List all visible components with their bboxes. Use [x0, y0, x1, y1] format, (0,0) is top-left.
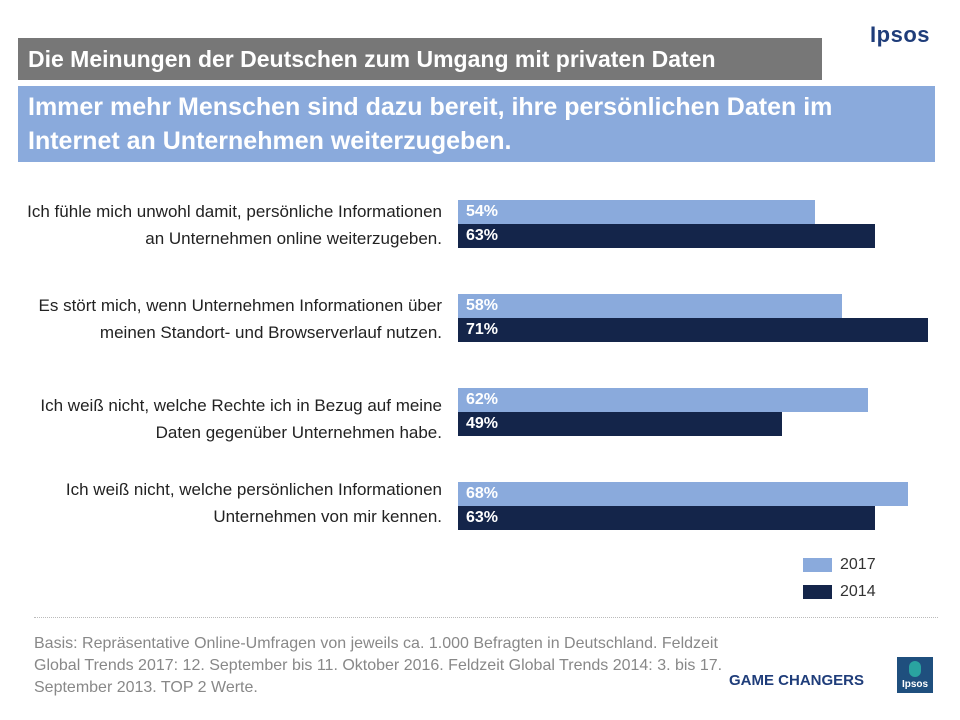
- bar-2014-4: 63%: [458, 506, 875, 530]
- category-label: Ich weiß nicht, welche Rechte ich in Bez…: [40, 396, 442, 442]
- legend-swatch-2014: [803, 584, 832, 599]
- logo-text: Ipsos: [901, 679, 929, 690]
- bar-value-label: 63%: [466, 227, 499, 244]
- bar-2014-1: 63%: [458, 224, 875, 248]
- page-title: Die Meinungen der Deutschen zum Umgang m…: [18, 38, 822, 80]
- category-label: Ich fühle mich unwohl damit, persönliche…: [27, 202, 442, 248]
- legend-item-2017: 2017: [803, 555, 876, 575]
- legend-swatch-2017: [803, 557, 832, 572]
- legend-label: 2014: [840, 583, 876, 600]
- brand-logo-text: Ipsos: [870, 22, 930, 47]
- category-label: Ich weiß nicht, welche persönlichen Info…: [65, 480, 442, 526]
- ipsos-logo: Ipsos: [897, 657, 933, 693]
- bar-2017-2: 58%: [458, 294, 842, 318]
- bar-value-label: 58%: [466, 297, 499, 314]
- bar-value-label: 54%: [466, 203, 499, 220]
- tagline: GAME CHANGERS: [729, 672, 865, 689]
- logo-mark-icon: [909, 661, 921, 677]
- legend-label: 2017: [840, 556, 876, 573]
- bar-2017-1: 54%: [458, 200, 815, 224]
- footer-divider: [34, 617, 938, 618]
- category-label: Es stört mich, wenn Unternehmen Informat…: [38, 296, 442, 342]
- bar-value-label: 62%: [466, 391, 499, 408]
- legend-item-2014: 2014: [803, 582, 876, 602]
- bar-2017-4: 68%: [458, 482, 908, 506]
- bar-2017-3: 62%: [458, 388, 868, 412]
- bar-value-label: 49%: [466, 415, 499, 432]
- bar-value-label: 63%: [466, 509, 499, 526]
- basis-note: Basis: Repräsentative Online-Umfragen vo…: [34, 635, 723, 696]
- bar-value-label: 68%: [466, 485, 499, 502]
- bar-value-label: 71%: [466, 321, 499, 338]
- bar-2014-3: 49%: [458, 412, 782, 436]
- page-subtitle: Immer mehr Menschen sind dazu bereit, ih…: [18, 86, 935, 162]
- bar-2014-2: 71%: [458, 318, 928, 342]
